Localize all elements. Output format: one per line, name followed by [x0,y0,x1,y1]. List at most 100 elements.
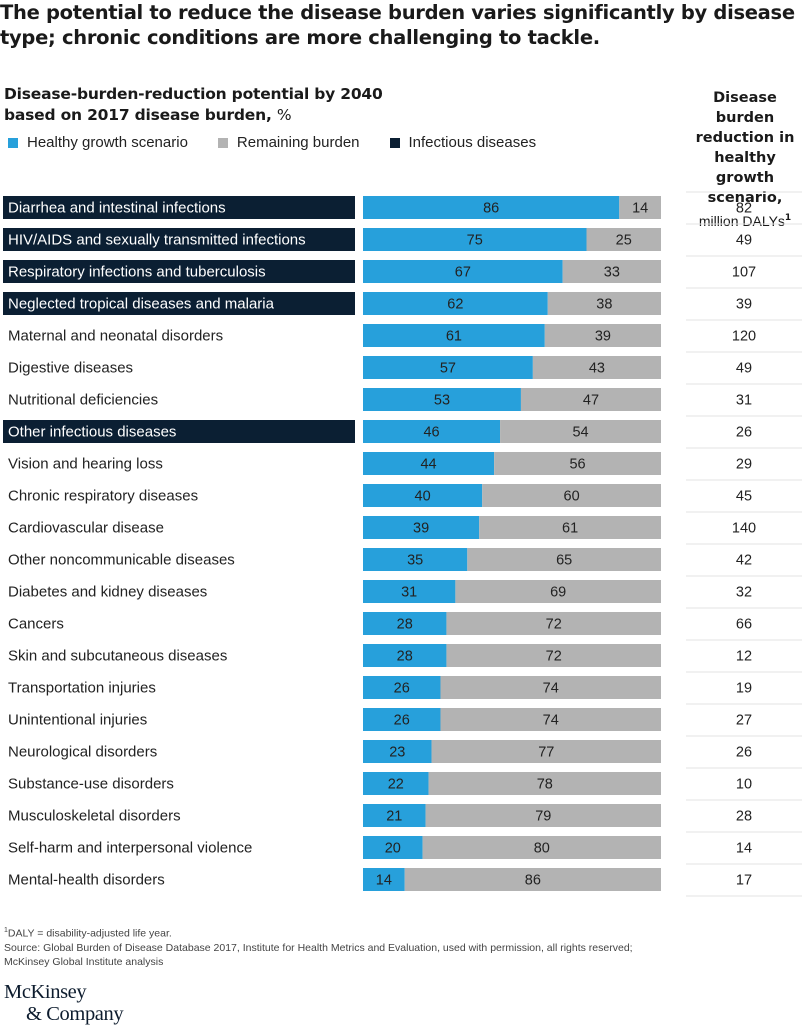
bar-label-remaining: 65 [556,553,572,569]
bar-remaining [586,228,661,251]
legend-swatch-infectious [389,137,400,148]
bar-label-remaining: 47 [583,393,599,409]
bar-healthy [363,612,447,635]
subtitle-line2: based on 2017 disease burden, [4,106,272,124]
row-label: Neurological disorders [8,744,157,761]
row-label: Mental-health disorders [8,872,165,889]
side-table-value: 27 [736,713,752,729]
bar-healthy [363,676,441,699]
bar-healthy [363,548,468,571]
bar-label-healthy: 44 [420,457,436,473]
bar-label-remaining: 60 [564,489,580,505]
bar-healthy [363,516,480,539]
bar-label-healthy: 57 [440,361,456,377]
side-table-value: 28 [736,809,752,825]
bar-healthy [363,260,563,283]
legend: Healthy growth scenario Remaining burden… [8,134,566,151]
side-table-value: 49 [736,233,752,249]
row-label: Diabetes and kidney diseases [8,584,207,601]
legend-swatch-healthy [8,137,18,148]
bar-label-remaining: 54 [572,425,588,441]
bar-label-remaining: 74 [543,713,559,729]
row-label: Diarrhea and intestinal infections [8,200,226,217]
infectious-label-band [3,228,355,251]
bar-label-healthy: 21 [386,809,402,825]
bar-label-remaining: 43 [589,361,605,377]
bar-label-remaining: 80 [534,841,550,857]
side-table-value: 12 [736,649,752,665]
footnote-marker: 1 [4,927,8,934]
row-label: Transportation injuries [8,680,156,697]
side-table-value: 120 [732,329,756,345]
bar-healthy [363,868,405,891]
subtitle-unit: % [276,106,292,124]
side-table-header: Disease burden reduction in healthy grow… [686,88,804,232]
row-label: Cardiovascular disease [8,520,164,537]
bar-remaining [619,196,661,219]
side-table-value: 42 [736,553,752,569]
infectious-label-band [3,196,355,219]
legend-label-infectious: Infectious diseases [408,134,537,151]
bar-label-remaining: 78 [537,777,553,793]
bar-label-remaining: 72 [546,617,562,633]
bar-healthy [363,708,441,731]
bar-remaining [520,388,661,411]
side-table-value: 66 [736,617,752,633]
bar-label-remaining: 79 [535,809,551,825]
bar-healthy [363,356,533,379]
chart-title: The potential to reduce the disease burd… [0,1,795,49]
bar-remaining [494,452,661,475]
bar-healthy [363,452,495,475]
bar-label-healthy: 23 [389,745,405,761]
bar-label-remaining: 77 [538,745,554,761]
logo-line1: McKinsey [4,981,87,1003]
footnotes: 1DALY = disability-adjusted life year. S… [4,924,804,969]
row-label: Cancers [8,616,64,633]
bar-label-healthy: 31 [401,585,417,601]
row-label: Self-harm and interpersonal violence [8,840,252,857]
bar-healthy [363,484,483,507]
legend-label-healthy: Healthy growth scenario [27,134,188,151]
side-table-value: 26 [736,745,752,761]
side-table-header-title: Disease burden reduction in healthy grow… [695,90,795,206]
bar-remaining [404,868,661,891]
bar-healthy [363,196,620,219]
bar-label-remaining: 72 [546,649,562,665]
side-table-value: 82 [736,201,752,217]
row-label: Unintentional injuries [8,712,147,729]
bar-label-remaining: 38 [596,297,612,313]
row-label: Substance-use disorders [8,776,174,793]
side-table-value: 29 [736,457,752,473]
bar-label-remaining: 25 [616,233,632,249]
bar-label-healthy: 39 [413,521,429,537]
bar-label-remaining: 33 [604,265,620,281]
infectious-label-band [3,420,355,443]
side-table-value: 140 [732,521,756,537]
bar-label-healthy: 35 [407,553,423,569]
chart-subtitle: Disease-burden-reduction potential by 20… [4,84,404,126]
row-label: Other noncommunicable diseases [8,552,235,569]
bar-label-remaining: 74 [543,681,559,697]
row-label: Skin and subcutaneous diseases [8,648,227,665]
side-table-value: 49 [736,361,752,377]
footnote-daly: 1DALY = disability-adjusted life year. [4,924,804,941]
bar-label-healthy: 28 [397,617,413,633]
bar-remaining [422,836,661,859]
bar-label-healthy: 61 [446,329,462,345]
source-line-2: McKinsey Global Institute analysis [4,955,164,968]
side-table-value: 10 [736,777,752,793]
bar-label-healthy: 86 [483,201,499,217]
bar-label-remaining: 14 [632,201,648,217]
legend-label-remaining: Remaining burden [236,134,360,151]
legend-item-remaining: Remaining burden [217,134,360,151]
side-table-value: 17 [736,873,752,889]
bar-label-healthy: 67 [455,265,471,281]
bar-healthy [363,324,545,347]
row-label: Digestive diseases [8,360,133,377]
row-label: Vision and hearing loss [8,456,163,473]
row-label: Neglected tropical diseases and malaria [8,296,275,313]
footnote-ref: 1 [784,213,792,223]
side-table-value: 26 [736,425,752,441]
row-label: Musculoskeletal disorders [8,808,181,825]
